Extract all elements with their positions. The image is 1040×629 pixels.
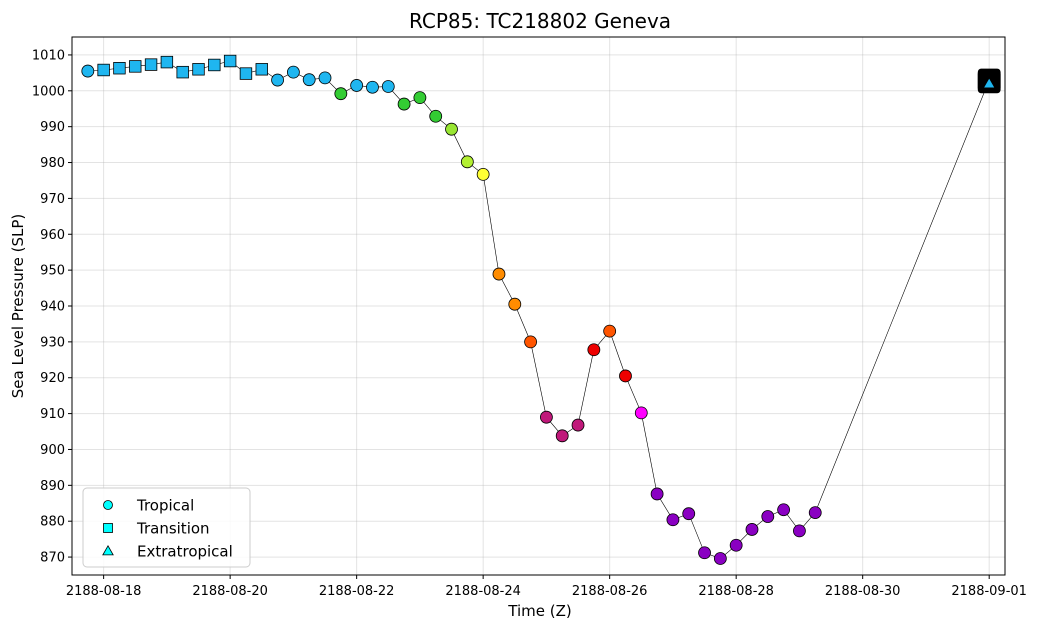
y-tick-label: 980 [40, 156, 65, 171]
data-point [666, 513, 680, 527]
track-path [87, 60, 990, 559]
y-tick-label: 970 [40, 192, 65, 207]
data-point [777, 503, 791, 517]
y-tick-label: 940 [40, 300, 65, 315]
data-point [761, 510, 775, 523]
data-point [302, 73, 316, 87]
x-tick-label: 2188-08-18 [66, 584, 142, 599]
data-point [492, 267, 506, 281]
data-point [271, 73, 284, 87]
data-point [255, 63, 268, 76]
data-point [682, 507, 696, 521]
data-point [239, 67, 253, 80]
y-axis-label: Sea Level Pressure (SLP) [9, 214, 27, 399]
data-point [381, 80, 395, 93]
data-point [192, 63, 205, 76]
data-point [698, 546, 711, 560]
legend-marker [103, 523, 113, 533]
data-point [176, 65, 189, 79]
data-point [160, 55, 174, 69]
data-point [603, 324, 617, 338]
data-point [650, 487, 664, 501]
y-tick-label: 990 [40, 120, 65, 135]
data-point [729, 538, 743, 552]
data-point [555, 429, 569, 443]
x-axis: 2188-08-18 2188-08-20 2188-08-22 2188-08-24… [66, 575, 1027, 599]
data-point [460, 155, 474, 169]
data-point [745, 523, 759, 536]
points [81, 54, 1001, 565]
data-point [334, 87, 348, 101]
legend-marker [103, 500, 113, 510]
data-point [97, 63, 110, 77]
y-tick-label: 890 [40, 479, 65, 494]
data-point [713, 552, 727, 565]
data-point [793, 524, 806, 538]
x-tick-label: 2188-08-20 [192, 584, 268, 599]
data-point [524, 335, 537, 349]
data-point [208, 58, 221, 72]
data-point [571, 418, 585, 432]
legend: Tropical Transition Extratropical [82, 487, 251, 568]
data-point [144, 58, 158, 71]
data-point [619, 369, 632, 383]
grid [72, 37, 1005, 575]
y-axis: 870 880 890 900 910 920 930 940 950 960 970 980 990 1… [32, 48, 72, 566]
y-tick-label: 880 [40, 515, 65, 530]
legend-label: Extratropical [137, 543, 233, 561]
y-tick-label: 930 [40, 335, 65, 350]
data-point [286, 65, 300, 79]
x-tick-label: 2188-09-01 [951, 584, 1027, 599]
y-tick-label: 1000 [32, 84, 65, 99]
track-line [87, 60, 990, 559]
data-point [81, 64, 95, 78]
legend-label: Tropical [136, 497, 194, 515]
x-tick-label: 2188-08-22 [319, 584, 395, 599]
legend-marker [102, 545, 114, 556]
x-tick-label: 2188-08-30 [825, 584, 901, 599]
chart-title: RCP85: TC218802 Geneva [409, 9, 671, 33]
y-tick-label: 920 [40, 371, 65, 386]
data-point [113, 62, 126, 75]
x-tick-label: 2188-08-24 [445, 584, 521, 599]
data-point [540, 410, 553, 424]
data-point [587, 343, 601, 357]
y-tick-label: 870 [40, 551, 65, 566]
data-point [366, 80, 379, 94]
data-point [429, 109, 443, 123]
legend-box [82, 487, 251, 568]
y-tick-label: 1010 [32, 48, 65, 63]
y-tick-label: 960 [40, 228, 65, 243]
data-point [445, 122, 458, 136]
data-point [634, 406, 648, 420]
data-point [808, 506, 822, 519]
data-point [508, 297, 522, 311]
x-tick-label: 2188-08-28 [698, 584, 774, 599]
x-axis-label: Time (Z) [507, 602, 571, 620]
data-point [476, 167, 490, 181]
data-point [413, 91, 427, 105]
legend-label: Transition [136, 520, 210, 538]
data-point [318, 71, 332, 85]
y-tick-label: 900 [40, 443, 65, 458]
data-point [982, 77, 996, 89]
x-tick-label: 2188-08-26 [572, 584, 648, 599]
data-point [129, 60, 142, 73]
data-point [350, 79, 364, 92]
data-point [223, 54, 237, 68]
y-tick-label: 910 [40, 407, 65, 422]
y-tick-label: 950 [40, 264, 65, 279]
data-point [397, 97, 411, 111]
